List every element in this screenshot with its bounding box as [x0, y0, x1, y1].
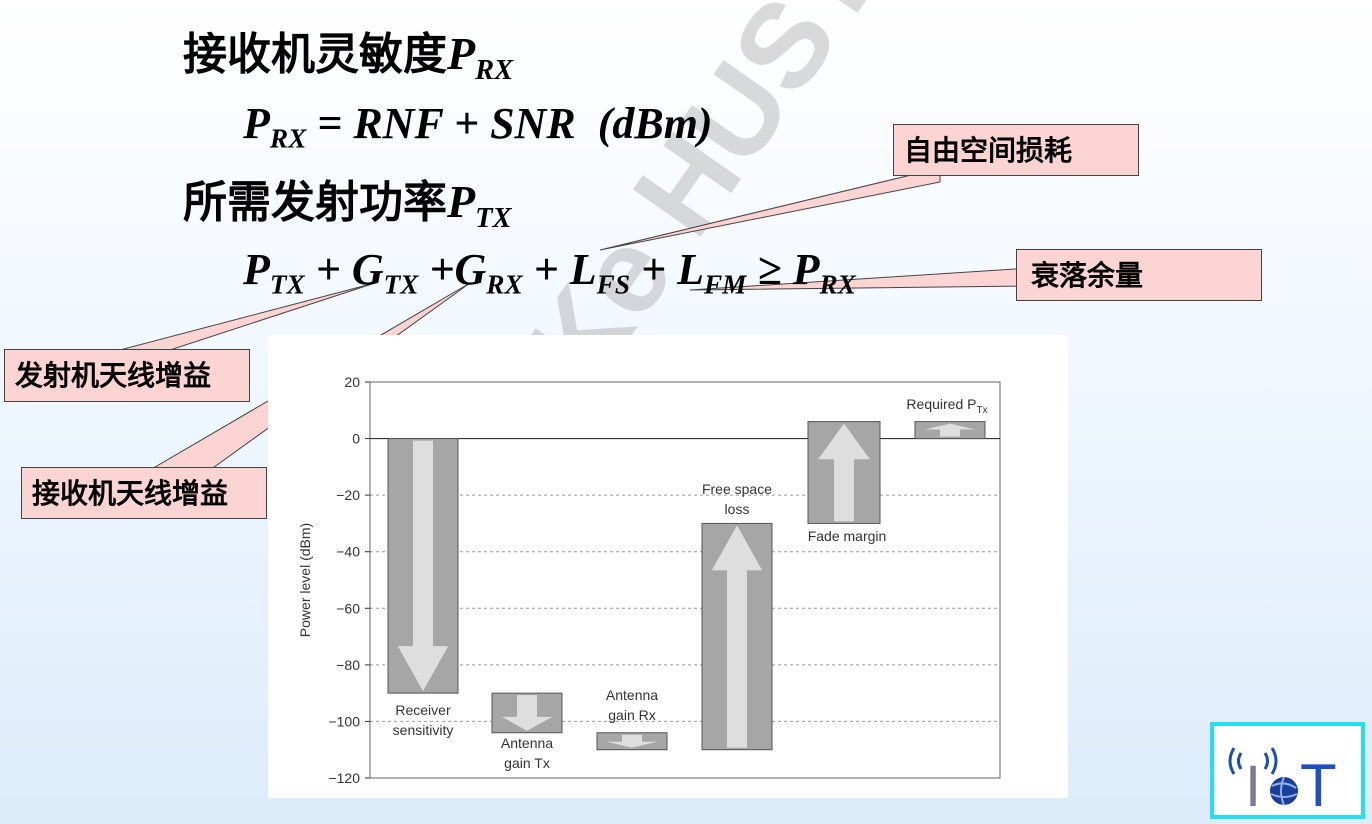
- iot-logo: I T: [1210, 722, 1365, 819]
- term-p: P: [243, 245, 270, 294]
- heading-symbol: P: [447, 28, 476, 79]
- bar-arrow: [711, 525, 763, 748]
- chart-panel: −120 −100 −80 −60 −40 −20 0 20 Power level (dBm)…: [268, 335, 1068, 798]
- globe-icon: [1270, 777, 1298, 805]
- bar-label: Antenna: [606, 687, 658, 703]
- y-tick-label: 20: [344, 374, 360, 390]
- bar-arrow: [501, 695, 553, 731]
- y-axis-label: Power level (dBm): [297, 523, 313, 637]
- heading-receiver-sensitivity: 接收机灵敏度PRX: [183, 18, 513, 87]
- callout-fade-margin: 衰落余量: [1016, 249, 1262, 301]
- bar-label: Free space: [702, 481, 772, 497]
- formula-receiver-sensitivity: PRX = RNF + SNR (dBm): [243, 98, 713, 155]
- bar-arrow: [397, 440, 449, 692]
- bar-label: Antenna: [501, 735, 553, 751]
- term-p-rx: P: [792, 245, 820, 294]
- logo-letter-i: I: [1245, 754, 1261, 815]
- term-g-rx: G: [454, 245, 487, 294]
- term-l-fm: L: [677, 245, 704, 294]
- bar-label-sub: Tx: [976, 405, 987, 416]
- formula-lhs: P: [243, 99, 270, 148]
- y-tick-label: −100: [328, 713, 360, 729]
- bar-label: gain Tx: [504, 755, 550, 771]
- callout-free-space-loss: 自由空间损耗: [893, 124, 1139, 176]
- formula-unit: (dBm): [597, 99, 713, 148]
- y-tick-label: 0: [352, 431, 360, 447]
- bar-label: Fade margin: [808, 528, 887, 544]
- y-tick-label: −80: [336, 657, 360, 673]
- term-p-rx-sub: RX: [819, 269, 856, 300]
- plot-frame: [369, 381, 1001, 779]
- callout-rx-antenna-gain: 接收机天线增益: [21, 467, 267, 519]
- bar-arrow: [606, 734, 658, 748]
- term-g-rx-sub: RX: [486, 269, 523, 300]
- heading-symbol-sub: TX: [475, 202, 512, 234]
- formula-rhs: = RNF + SNR: [317, 99, 576, 148]
- bar-label: Receiver: [395, 702, 451, 718]
- bar-arrow: [818, 423, 870, 522]
- heading-required-tx-power: 所需发射功率PTX: [183, 166, 512, 235]
- term-g-tx: G: [351, 245, 384, 294]
- heading-text: 所需发射功率: [183, 177, 447, 228]
- heading-symbol-sub: RX: [475, 54, 514, 86]
- formula-lhs-sub: RX: [269, 123, 307, 154]
- term-l-fs: L: [569, 245, 597, 294]
- callout-tx-antenna-gain: 发射机天线增益: [4, 349, 250, 402]
- term-relation: ≥: [757, 245, 782, 294]
- term-p-sub: TX: [269, 269, 305, 300]
- formula-required-tx-power: PTX + GTX +GRX + LFS + LFM ≥ PRX: [243, 245, 856, 300]
- y-tick-label: −40: [336, 544, 360, 560]
- logo-letter-t: T: [1300, 752, 1337, 815]
- heading-symbol: P: [447, 176, 476, 227]
- y-tick-label: −20: [336, 487, 360, 503]
- bar-label: sensitivity: [393, 722, 454, 738]
- bar-arrow: [924, 423, 976, 437]
- bar-label: Required PTx: [906, 396, 987, 416]
- term-g-tx-sub: TX: [383, 269, 419, 300]
- iot-logo-icon: I T: [1228, 747, 1337, 819]
- bar-label: loss: [725, 501, 750, 517]
- y-tick-label: −60: [336, 600, 360, 616]
- bar-label: gain Rx: [608, 707, 655, 723]
- term-l-fs-sub: FS: [596, 269, 630, 300]
- term-l-fm-sub: FM: [703, 269, 747, 300]
- y-tick-label: −120: [328, 770, 360, 786]
- waterfall-chart: −120 −100 −80 −60 −40 −20 0 20 Power level (dBm)…: [297, 374, 1001, 786]
- free-space-loss-pointer: [599, 167, 941, 251]
- heading-text: 接收机灵敏度: [183, 29, 447, 80]
